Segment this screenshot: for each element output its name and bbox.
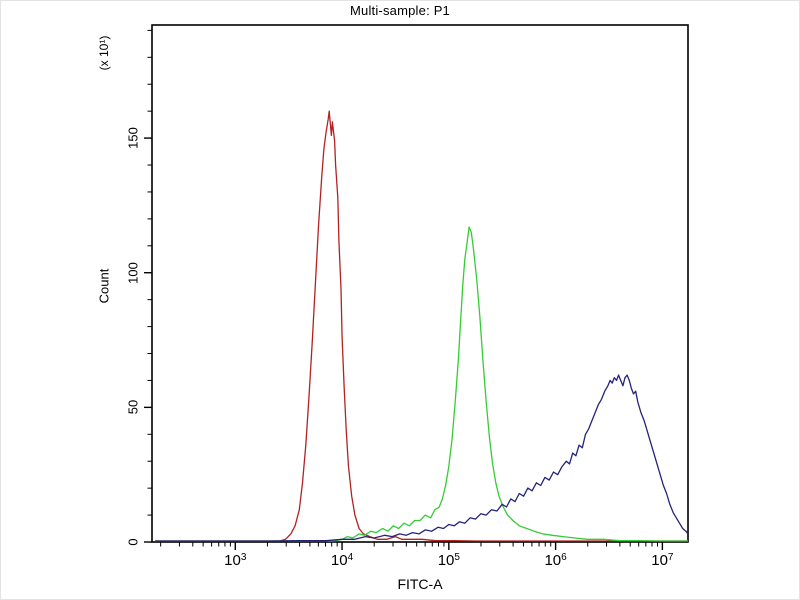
x-tick-label: 105 bbox=[437, 552, 460, 569]
y-axis-label: Count bbox=[96, 268, 112, 304]
x-axis-label: FITC-A bbox=[397, 576, 443, 592]
red-sample-curve bbox=[155, 110, 688, 542]
green-sample-curve bbox=[155, 226, 688, 542]
x-tick-label: 104 bbox=[330, 552, 354, 569]
y-tick-label: 150 bbox=[125, 127, 141, 149]
y-tick-label: 100 bbox=[125, 261, 141, 284]
y-axis-multiplier-label: (x 10¹) bbox=[97, 35, 111, 71]
y-tick-label: 50 bbox=[125, 400, 141, 415]
x-tick-label: 103 bbox=[224, 552, 247, 569]
plot-border bbox=[151, 24, 689, 543]
blue-sample-curve bbox=[155, 374, 688, 542]
x-tick-label: 106 bbox=[544, 552, 567, 569]
plot-title: Multi-sample: P1 bbox=[349, 3, 450, 18]
y-tick-label: 0 bbox=[125, 538, 141, 546]
x-tick-label: 107 bbox=[651, 552, 674, 569]
